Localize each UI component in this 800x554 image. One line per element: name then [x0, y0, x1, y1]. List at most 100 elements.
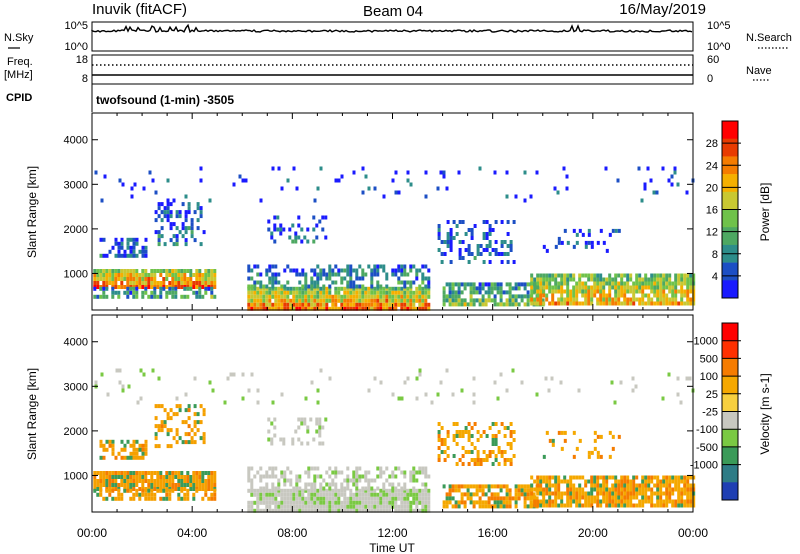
power-cell — [96, 277, 100, 281]
velocity-cell — [379, 508, 383, 513]
power-cell — [440, 252, 444, 256]
velocity-cell — [382, 470, 386, 475]
velocity-cell — [578, 438, 582, 443]
power-cell — [168, 290, 172, 295]
velocity-cell — [542, 454, 546, 459]
power-cell — [551, 277, 555, 282]
velocity-cell — [192, 492, 196, 497]
power-cell — [508, 294, 512, 299]
velocity-cell — [352, 474, 356, 479]
power-cell — [192, 290, 196, 295]
velocity-cell — [319, 508, 323, 513]
power-cell — [437, 228, 441, 232]
power-cell — [659, 297, 663, 302]
velocity-cell — [506, 426, 510, 430]
velocity-cell — [542, 479, 546, 484]
power-cell — [349, 302, 353, 307]
velocity-cell — [514, 484, 518, 489]
velocity-cell — [268, 500, 272, 505]
velocity-cell — [114, 496, 118, 501]
velocity-cell — [686, 483, 690, 488]
power-cell — [488, 252, 492, 256]
velocity-cell — [421, 470, 425, 475]
power-cell — [324, 215, 328, 220]
power-cell — [427, 284, 431, 289]
velocity-cell — [126, 475, 130, 479]
power-cell — [259, 306, 263, 311]
power-cell — [467, 228, 471, 232]
power-cell — [388, 298, 392, 303]
velocity-cell — [262, 474, 266, 479]
power-cell — [283, 298, 287, 303]
velocity-cell — [388, 482, 392, 487]
velocity-cell — [593, 495, 597, 500]
velocity-cell — [150, 471, 154, 475]
power-cell — [316, 290, 320, 295]
power-cell — [171, 294, 175, 299]
power-cell — [418, 286, 422, 291]
power-cell — [478, 282, 482, 287]
velocity-cell — [638, 487, 642, 492]
velocity-cell — [659, 499, 663, 504]
velocity-cell — [108, 479, 112, 483]
velocity-cell — [545, 499, 549, 504]
power-cell — [481, 298, 485, 303]
power-cell — [162, 269, 166, 273]
power-cell — [473, 256, 477, 260]
power-cell — [316, 280, 320, 285]
velocity-cell — [382, 486, 386, 491]
power-cell — [424, 276, 428, 281]
velocity-cell — [319, 474, 323, 479]
power-cell — [457, 282, 461, 287]
power-cell — [238, 174, 242, 179]
velocity-colorbar-seg-6 — [722, 429, 738, 448]
velocity-cell — [184, 432, 188, 437]
velocity-cell — [611, 434, 615, 439]
power-cell — [298, 294, 302, 299]
velocity-cell — [494, 438, 498, 442]
power-cell — [280, 306, 284, 311]
velocity-cell — [325, 508, 329, 513]
velocity-cell — [253, 488, 257, 493]
power-cell — [100, 198, 104, 203]
velocity-cell — [187, 440, 191, 445]
power-cell — [207, 281, 211, 285]
velocity-cell — [93, 471, 97, 475]
velocity-cell — [373, 492, 377, 497]
velocity-cell — [343, 486, 347, 491]
velocity-cell — [523, 492, 527, 497]
velocity-cell — [271, 486, 275, 491]
velocity-cell — [355, 470, 359, 475]
velocity-cell — [304, 496, 308, 501]
power-cell — [442, 286, 446, 291]
velocity-cell — [517, 496, 521, 501]
velocity-cell — [665, 495, 669, 500]
velocity-cell — [557, 495, 561, 500]
power-cell — [102, 294, 106, 299]
power-cell — [102, 237, 106, 242]
velocity-cell — [111, 488, 115, 493]
velocity-cell — [605, 499, 609, 504]
velocity-cell — [478, 484, 482, 489]
velocity-cell — [539, 475, 543, 480]
velocity-cell — [193, 412, 197, 417]
power-cell — [166, 214, 170, 219]
power-cell — [367, 302, 371, 307]
velocity-cell — [295, 478, 299, 483]
velocity-cell — [328, 504, 332, 509]
nsearch-tick-top: 10^5 — [707, 20, 731, 32]
power-cell — [265, 286, 269, 291]
velocity-cell — [358, 508, 362, 513]
power-cell — [370, 302, 374, 307]
velocity-cell — [575, 499, 579, 504]
power-cell — [303, 235, 307, 240]
velocity-cell — [250, 486, 254, 491]
power-cell — [268, 294, 272, 299]
velocity-cell — [650, 475, 654, 480]
velocity-cell — [596, 475, 600, 480]
velocity-cell — [334, 474, 338, 479]
power-cell — [445, 186, 449, 191]
power-cb-tick-label-4: 20 — [706, 182, 718, 194]
power-cell — [617, 301, 621, 306]
velocity-cell — [403, 496, 407, 501]
